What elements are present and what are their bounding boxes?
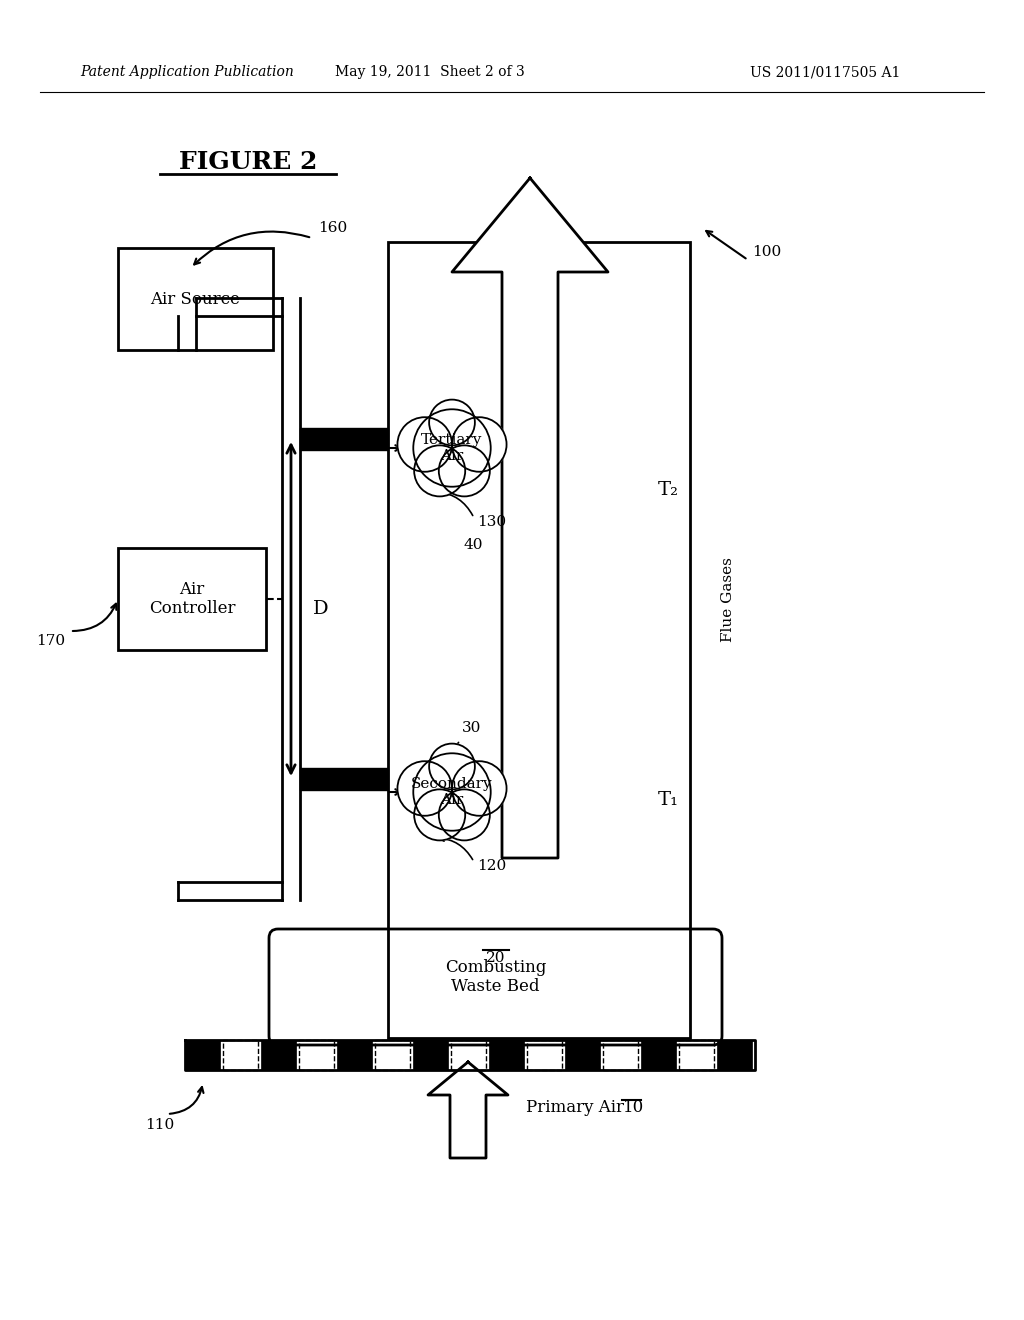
Bar — [413, 1040, 447, 1071]
Bar — [223, 1040, 258, 1071]
Bar — [717, 1040, 752, 1071]
Text: 120: 120 — [477, 859, 506, 873]
Bar — [118, 548, 266, 649]
Circle shape — [452, 762, 507, 816]
Text: 40: 40 — [464, 539, 483, 552]
Text: 100: 100 — [752, 246, 781, 259]
Polygon shape — [300, 768, 388, 789]
Text: Primary Air: Primary Air — [526, 1100, 624, 1117]
Circle shape — [429, 743, 475, 789]
Text: US 2011/0117505 A1: US 2011/0117505 A1 — [750, 65, 900, 79]
Text: Air
Controller: Air Controller — [148, 581, 236, 618]
Bar — [337, 1040, 372, 1071]
Circle shape — [414, 445, 465, 496]
Text: Combusting
Waste Bed: Combusting Waste Bed — [444, 958, 546, 995]
Bar — [603, 1040, 638, 1071]
Text: D: D — [313, 601, 329, 618]
Text: T₁: T₁ — [657, 791, 679, 809]
Bar — [299, 1040, 334, 1071]
Bar — [451, 1040, 486, 1071]
Circle shape — [439, 445, 489, 496]
Text: 170: 170 — [36, 634, 65, 648]
Bar — [679, 1040, 714, 1071]
Text: Patent Application Publication: Patent Application Publication — [80, 65, 294, 79]
Polygon shape — [428, 1063, 508, 1158]
Bar — [565, 1040, 600, 1071]
Text: 110: 110 — [145, 1118, 175, 1133]
Bar — [375, 1040, 410, 1071]
Bar — [118, 248, 273, 350]
Text: Air Source: Air Source — [151, 290, 241, 308]
Circle shape — [414, 754, 490, 830]
Text: Secondary
Air: Secondary Air — [412, 777, 493, 807]
Circle shape — [397, 762, 452, 816]
Circle shape — [452, 417, 507, 471]
Text: Flue Gases: Flue Gases — [721, 557, 735, 643]
Text: May 19, 2011  Sheet 2 of 3: May 19, 2011 Sheet 2 of 3 — [335, 65, 525, 79]
Bar — [527, 1040, 562, 1071]
Text: 30: 30 — [462, 721, 481, 735]
Circle shape — [439, 789, 489, 841]
Bar — [388, 242, 690, 1038]
Text: 10: 10 — [623, 1100, 644, 1117]
Circle shape — [429, 400, 475, 445]
Polygon shape — [452, 178, 608, 858]
Bar — [641, 1040, 676, 1071]
Bar — [489, 1040, 524, 1071]
Text: 130: 130 — [477, 515, 506, 529]
Bar — [261, 1040, 296, 1071]
Circle shape — [414, 409, 490, 487]
Circle shape — [414, 789, 465, 841]
Text: 160: 160 — [318, 220, 347, 235]
Text: FIGURE 2: FIGURE 2 — [179, 150, 317, 174]
Text: T₂: T₂ — [657, 480, 679, 499]
Bar — [185, 1040, 220, 1071]
Polygon shape — [300, 428, 388, 450]
Text: Tertiary
Air: Tertiary Air — [421, 433, 482, 463]
Circle shape — [397, 417, 452, 471]
Text: 20: 20 — [485, 950, 505, 965]
